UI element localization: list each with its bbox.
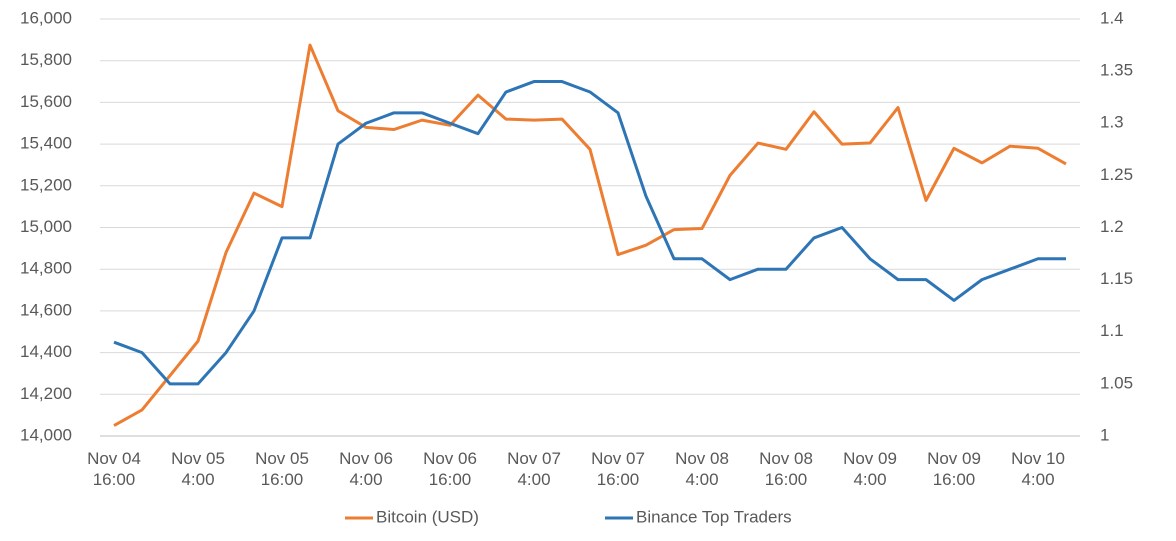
x-tick-label: Nov 08 4:00 (675, 449, 729, 489)
y2-tick-label: 1.1 (1100, 321, 1124, 340)
x-tick-label: Nov 06 4:00 (339, 449, 393, 489)
y-tick-label: 15,000 (20, 217, 72, 236)
y-tick-label: 15,800 (20, 50, 72, 69)
x-tick-label: Nov 10 4:00 (1011, 449, 1065, 489)
x-tick-label: Nov 04 16:00 (87, 449, 141, 489)
y2-tick-label: 1.2 (1100, 217, 1124, 236)
y-tick-label: 15,400 (20, 134, 72, 153)
x-tick-label: Nov 09 4:00 (843, 449, 897, 489)
y2-tick-label: 1.4 (1100, 8, 1124, 27)
y-tick-label: 14,000 (20, 425, 72, 444)
y2-tick-label: 1 (1100, 425, 1109, 444)
x-tick-label: Nov 08 16:00 (759, 449, 813, 489)
y-tick-label: 14,800 (20, 259, 72, 278)
x-tick-label: Nov 05 16:00 (255, 449, 309, 489)
y-tick-label: 14,600 (20, 300, 72, 319)
y2-tick-label: 1.15 (1100, 269, 1133, 288)
line-series (113, 80, 1066, 386)
legend-label: Bitcoin (USD) (376, 507, 479, 526)
y-tick-label: 14,400 (20, 342, 72, 361)
x-tick-label: Nov 07 16:00 (591, 449, 645, 489)
x-tick-label: Nov 06 16:00 (423, 449, 477, 489)
y2-tick-label: 1.35 (1100, 61, 1133, 80)
line-series (113, 43, 1067, 427)
legend-label: Binance Top Traders (636, 507, 792, 526)
y-tick-label: 14,200 (20, 384, 72, 403)
y-tick-label: 15,200 (20, 175, 72, 194)
y-tick-label: 15,600 (20, 92, 72, 111)
y2-tick-label: 1.25 (1100, 165, 1133, 184)
x-tick-label: Nov 07 4:00 (507, 449, 561, 489)
y-tick-label: 16,000 (20, 8, 72, 27)
x-tick-label: Nov 09 16:00 (927, 449, 981, 489)
x-tick-label: Nov 05 4:00 (171, 449, 225, 489)
y2-tick-label: 1.3 (1100, 113, 1124, 132)
y2-tick-label: 1.05 (1100, 373, 1133, 392)
